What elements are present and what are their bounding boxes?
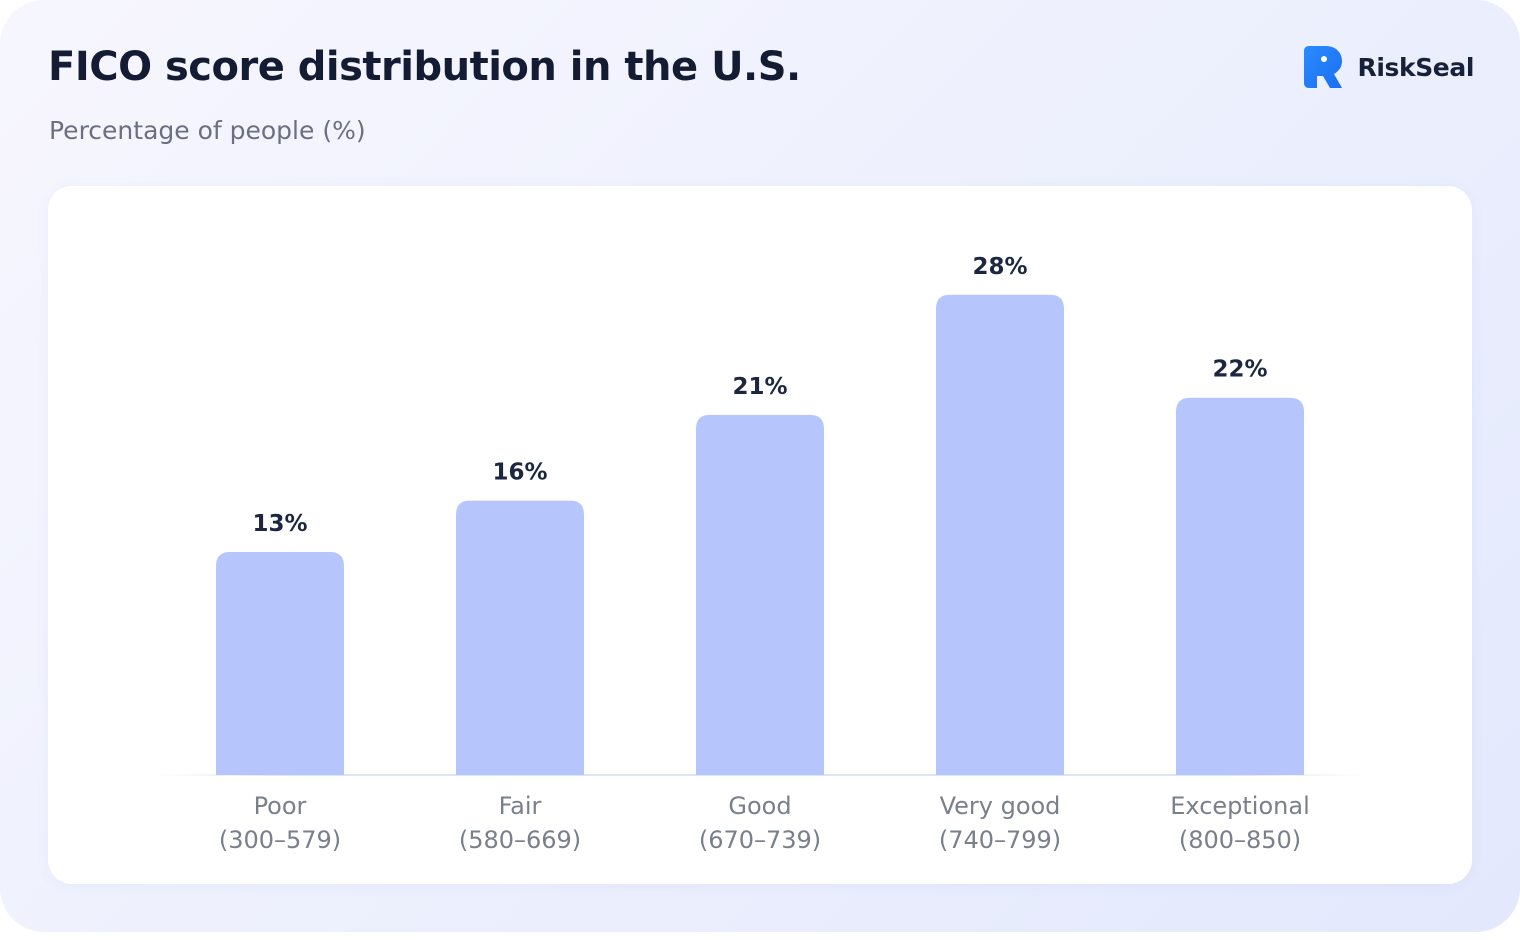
riskseal-logo-icon: [1304, 46, 1343, 88]
tick-range-very-good: (740–799): [939, 826, 1061, 854]
bar-very-good: [936, 294, 1064, 775]
tick-label-exceptional: Exceptional: [1170, 792, 1310, 820]
bar-exceptional: [1176, 397, 1304, 775]
tick-label-very-good: Very good: [940, 792, 1061, 820]
tick-range-fair: (580–669): [459, 826, 581, 854]
labels-group: 13% Poor (300–579) 16% Fair (580–669) 21% Good (…: [219, 254, 1310, 854]
value-label-exceptional: 22%: [1212, 357, 1267, 383]
bars-group: [216, 294, 1304, 775]
value-label-very-good: 28%: [972, 254, 1027, 280]
bar-good: [696, 414, 824, 775]
chart-card: 13% Poor (300–579) 16% Fair (580–669) 21% Good (…: [48, 186, 1472, 884]
chart-subtitle: Percentage of people (%): [49, 116, 366, 145]
brand-logo: RiskSeal: [1304, 46, 1474, 88]
tick-range-poor: (300–579): [219, 826, 341, 854]
value-label-good: 21%: [732, 374, 787, 400]
tick-label-fair: Fair: [499, 792, 542, 820]
tick-range-good: (670–739): [699, 826, 821, 854]
value-label-fair: 16%: [492, 460, 547, 486]
brand-name: RiskSeal: [1357, 52, 1474, 82]
tick-label-poor: Poor: [254, 792, 307, 820]
tick-label-good: Good: [728, 792, 791, 820]
bar-fair: [456, 500, 584, 775]
tick-range-exceptional: (800–850): [1179, 826, 1301, 854]
bar-chart: 13% Poor (300–579) 16% Fair (580–669) 21% Good (…: [152, 254, 1368, 854]
chart-title: FICO score distribution in the U.S.: [48, 44, 801, 90]
value-label-poor: 13%: [252, 511, 307, 537]
bar-poor: [216, 552, 344, 775]
